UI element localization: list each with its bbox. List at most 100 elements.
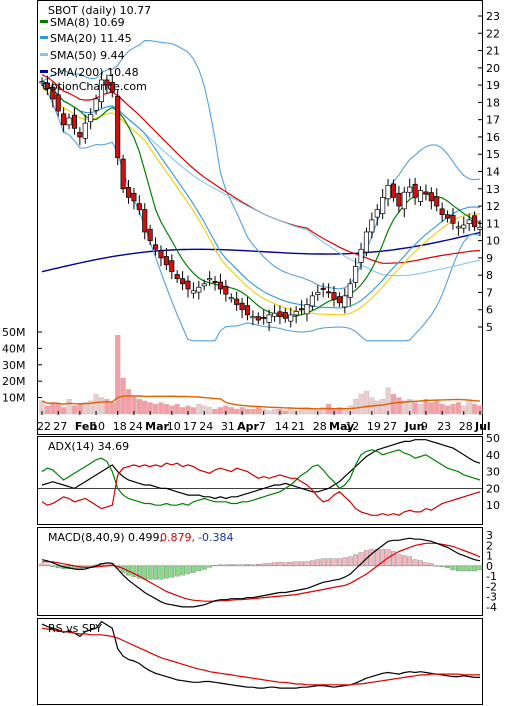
volume-bar (174, 404, 180, 415)
candle-body (44, 82, 50, 89)
candle-body (104, 79, 110, 86)
x-tick-label: 7 (259, 420, 266, 433)
macd-hist-bar (337, 558, 342, 567)
volume-bar (396, 397, 402, 415)
candle-body (331, 292, 337, 300)
candle-body (358, 248, 364, 263)
price-y-tick-label: 18 (486, 96, 500, 109)
macd-hist-bar (347, 556, 353, 567)
x-tick-label: 10 (91, 420, 105, 433)
candle-body (445, 214, 451, 219)
macd-hist-bar (164, 565, 169, 579)
candle-body (88, 114, 94, 123)
legend-sma50: SMA(50) 9.44 (50, 49, 125, 62)
x-tick-label: 12 (345, 420, 359, 433)
price-y-tick-label: 12 (486, 200, 500, 213)
macd-hist-bar (45, 564, 50, 567)
macd-y-tick-label: -2 (486, 580, 497, 593)
candle-body (125, 187, 132, 198)
macd-hist-bar (466, 565, 472, 572)
macd-hist-bar (218, 564, 223, 567)
macd-hist-bar (304, 561, 310, 567)
price-y-tick-label: 9 (486, 252, 493, 265)
price-y-tick-label: 6 (486, 304, 493, 317)
macd-hist-bar (196, 565, 202, 572)
volume-y-tick-label: 40M (2, 342, 26, 355)
price-y-tick-label: 20 (486, 62, 500, 75)
macd-hist-bar (331, 558, 337, 567)
macd-y-tick-label: 3 (486, 529, 493, 542)
volume-bar (207, 407, 213, 415)
volume-bar (342, 408, 348, 415)
volume-bar (61, 407, 67, 415)
candle-body (396, 192, 402, 207)
price-y-tick-label: 13 (486, 183, 500, 196)
candle-body (320, 287, 326, 290)
macd-hist-bar (212, 565, 218, 567)
x-tick-label: 24 (199, 420, 213, 433)
macd-hist-bar (315, 559, 321, 567)
x-tick-label: 24 (129, 420, 143, 433)
volume-bar (228, 407, 234, 415)
adx-y-tick-label: 10 (486, 499, 500, 512)
volume-bar (455, 402, 461, 415)
volume-bar (385, 387, 391, 415)
macd-hist-bar (272, 562, 277, 567)
x-tick-label: 10 (167, 420, 181, 433)
candle-body (266, 314, 272, 323)
candle-body (423, 191, 429, 195)
macd-hist-bar (428, 563, 434, 567)
candle-body (201, 283, 207, 287)
candle-body (401, 191, 407, 210)
price-plot: 5 6 7 8 9 10 11 12 13 14 15 16 17 18 19 20 21 22 23 (39, 10, 500, 342)
x-tick-label: Feb (75, 420, 98, 433)
volume-bar (271, 408, 278, 415)
macd-hist-bar (201, 565, 207, 570)
macd-hist-bar (147, 565, 153, 580)
macd-hist-bar (310, 560, 315, 567)
price-y-tick-label: 5 (486, 321, 493, 334)
macd-signal-value: 0.879, (160, 531, 195, 544)
x-tick-label: 28 (459, 420, 473, 433)
x-tick-label: 23 (437, 420, 451, 433)
x-tick-label: May (329, 420, 354, 433)
macd-panel-frame (37, 527, 483, 616)
macd-hist-bar (250, 564, 256, 567)
candle-body (217, 281, 223, 290)
volume-bar (234, 408, 240, 415)
macd-hist-bar (136, 565, 142, 579)
macd-hist-bar (277, 562, 283, 567)
macd-hist-bar (55, 565, 61, 569)
volume-bar (390, 394, 397, 415)
volume-bar (320, 407, 326, 415)
x-tick-label: Jun (404, 420, 425, 433)
price-y-tick-label: 14 (486, 166, 500, 179)
volume-bar (82, 402, 88, 415)
candle-body (163, 256, 169, 266)
volume-bar (180, 407, 186, 415)
volume-average-line (41, 395, 481, 410)
adx-series-line-0 (41, 439, 481, 500)
macd-hist-bar (423, 562, 429, 567)
bollinger-lower-line (41, 81, 481, 342)
macd-hist-value: -0.384 (198, 531, 233, 544)
volume-bar (363, 390, 369, 415)
macd-hist-bar (445, 565, 450, 569)
adx-y-tick-label: 20 (486, 482, 500, 495)
macd-hist-bar (326, 558, 331, 567)
candle-body (239, 302, 245, 311)
price-y-tick-label: 19 (486, 79, 500, 92)
volume-bar (417, 404, 424, 415)
sma8-line (41, 81, 481, 318)
price-y-tick-label: 22 (486, 27, 500, 40)
candle-body (417, 190, 424, 202)
candle-body (228, 297, 234, 300)
candle-body (115, 95, 121, 159)
candle-body (142, 209, 148, 233)
candle-body (434, 196, 440, 207)
macd-hist-bar (131, 565, 137, 577)
macd-hist-bar (228, 564, 234, 567)
volume-bar (401, 400, 407, 415)
candle-body (374, 209, 380, 218)
